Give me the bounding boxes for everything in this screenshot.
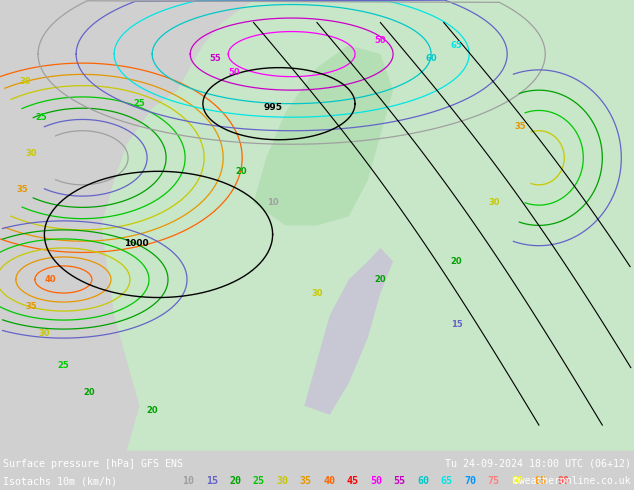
Text: 65: 65: [451, 41, 462, 49]
Text: 85: 85: [534, 476, 547, 486]
Text: 25: 25: [253, 476, 265, 486]
Text: 25: 25: [36, 113, 47, 122]
Text: ©weatheronline.co.uk: ©weatheronline.co.uk: [514, 476, 631, 486]
Text: 20: 20: [83, 388, 94, 397]
Text: 25: 25: [58, 361, 69, 369]
Text: 30: 30: [276, 476, 288, 486]
Text: 60: 60: [417, 476, 429, 486]
Text: 30: 30: [489, 198, 500, 207]
Text: 45: 45: [347, 476, 359, 486]
Text: 55: 55: [394, 476, 406, 486]
Text: 30: 30: [311, 289, 323, 297]
Text: 30: 30: [20, 76, 31, 86]
Text: 30: 30: [39, 329, 50, 338]
Text: 15: 15: [451, 320, 462, 329]
Text: 10: 10: [183, 476, 195, 486]
Text: 15: 15: [206, 476, 218, 486]
Text: 20: 20: [375, 275, 386, 284]
Text: 60: 60: [425, 54, 437, 63]
Text: 50: 50: [375, 36, 386, 45]
Text: Tu 24-09-2024 18:00 UTC (06+12): Tu 24-09-2024 18:00 UTC (06+12): [445, 459, 631, 468]
Text: 40: 40: [45, 275, 56, 284]
Polygon shape: [254, 45, 393, 225]
Text: 10: 10: [267, 198, 278, 207]
Text: 20: 20: [451, 257, 462, 266]
Text: 90: 90: [558, 476, 570, 486]
Text: Surface pressure [hPa] GFS ENS: Surface pressure [hPa] GFS ENS: [3, 459, 183, 468]
Text: 40: 40: [323, 476, 335, 486]
Text: 20: 20: [146, 406, 158, 415]
Text: 75: 75: [488, 476, 500, 486]
Polygon shape: [304, 248, 393, 415]
Text: Isotachs 10m (km/h): Isotachs 10m (km/h): [3, 476, 117, 486]
Text: 50: 50: [229, 68, 240, 76]
Text: 80: 80: [511, 476, 523, 486]
Text: 50: 50: [370, 476, 382, 486]
Polygon shape: [101, 0, 634, 451]
Text: 25: 25: [134, 99, 145, 108]
Text: 35: 35: [26, 302, 37, 311]
Text: 20: 20: [235, 167, 247, 176]
Text: 20: 20: [230, 476, 242, 486]
Text: 1000: 1000: [124, 239, 148, 247]
Text: 65: 65: [441, 476, 453, 486]
Text: 55: 55: [210, 54, 221, 63]
Text: 995: 995: [263, 103, 282, 112]
Text: 30: 30: [26, 149, 37, 158]
Text: 70: 70: [464, 476, 476, 486]
Text: 35: 35: [16, 185, 28, 194]
Text: 35: 35: [514, 122, 526, 131]
Text: 35: 35: [300, 476, 312, 486]
